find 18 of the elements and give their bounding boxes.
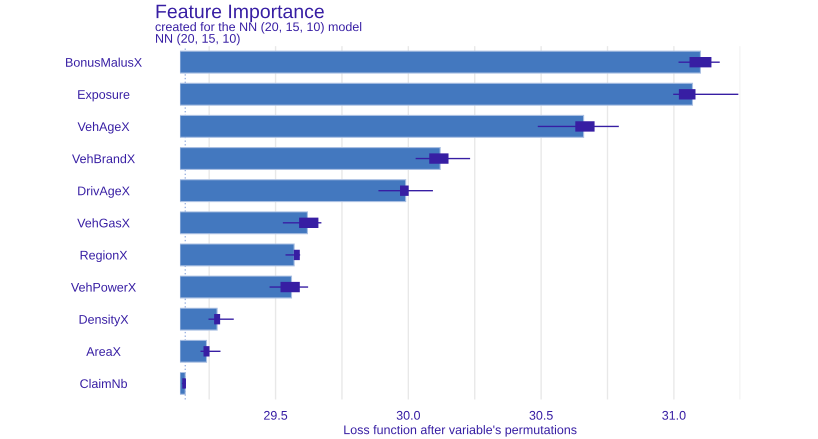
y-tick-label: ClaimNb [80, 378, 128, 388]
chart-title: Feature Importance [156, 4, 324, 22]
y-tick-label: VehAgeX [78, 122, 130, 134]
y-tick-label: VehPowerX [70, 282, 136, 292]
x-tick-label: 29.5 [264, 410, 288, 420]
y-tick-label: AreaX [86, 347, 121, 356]
chart-subtitle: created for the NN (20, 15, 10) model NN (20, 15, 10) [156, 22, 362, 46]
y-tick-label: DrivAgeX [78, 186, 130, 198]
x-axis-title: Loss function after variable's permutations [344, 425, 577, 437]
x-tick-label: 31.0 [662, 410, 686, 420]
x-tick-label: 30.0 [396, 410, 420, 420]
y-tick-label: DensityX [80, 314, 128, 326]
y-tick-label: BonusMalusX [66, 58, 142, 67]
y-tick-label: Exposure [78, 90, 130, 102]
y-tick-label: VehGasX [77, 218, 130, 228]
y-tick-label: RegionX [80, 250, 128, 262]
y-tick-label: VehBrandX [72, 154, 135, 164]
x-tick-label: 30.5 [529, 410, 553, 420]
